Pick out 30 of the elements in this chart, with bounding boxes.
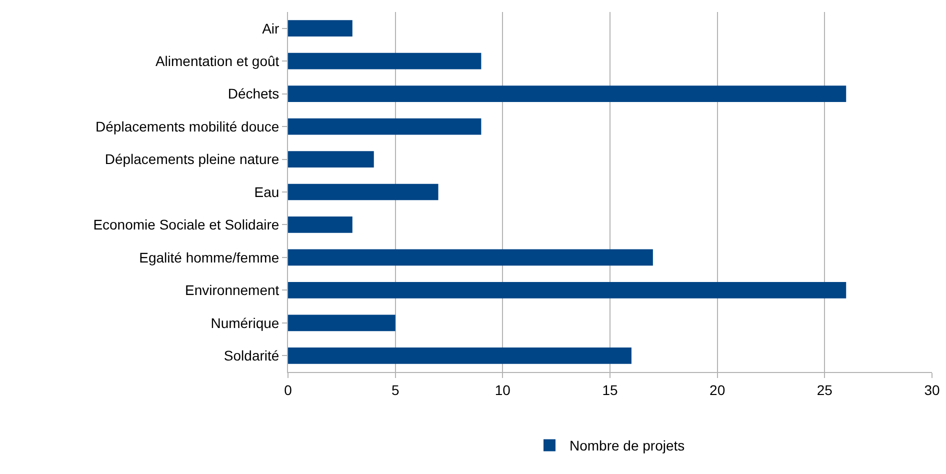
y-tick-label: Economie Sociale et Solidaire xyxy=(93,216,280,233)
bar xyxy=(288,118,482,135)
bar xyxy=(288,314,396,332)
bar xyxy=(288,216,352,233)
y-tick-label: Environnement xyxy=(185,282,280,298)
y-tick-label: Déchets xyxy=(228,86,280,102)
bar xyxy=(288,184,438,200)
y-tick-label: Air xyxy=(262,20,280,36)
bar xyxy=(288,86,846,102)
y-tick-label: Numérique xyxy=(210,314,280,331)
x-tick-label: 20 xyxy=(710,382,726,398)
bar xyxy=(288,282,846,298)
x-tick-label: 0 xyxy=(284,382,292,398)
bar xyxy=(288,52,482,70)
y-tick-label: Déplacements mobilité douce xyxy=(96,118,280,134)
bar xyxy=(288,347,632,364)
y-tick-label: Eau xyxy=(254,184,280,200)
x-tick-label: 5 xyxy=(391,382,400,398)
bar xyxy=(288,249,653,266)
x-tick-label: 25 xyxy=(816,382,833,398)
y-tick-label: Egalité homme/femme xyxy=(139,249,280,266)
x-tick-label: 10 xyxy=(494,382,511,398)
bar xyxy=(288,151,374,168)
x-tick-label: 30 xyxy=(924,382,940,398)
x-tick-label: 15 xyxy=(602,382,618,398)
y-tick-label: Alimentation et goût xyxy=(155,52,280,69)
legend-label: Nombre de projets xyxy=(570,438,685,454)
y-tick-label: Soldarité xyxy=(224,348,280,364)
y-tick-label: Déplacements pleine nature xyxy=(104,151,280,168)
bar xyxy=(288,20,352,37)
